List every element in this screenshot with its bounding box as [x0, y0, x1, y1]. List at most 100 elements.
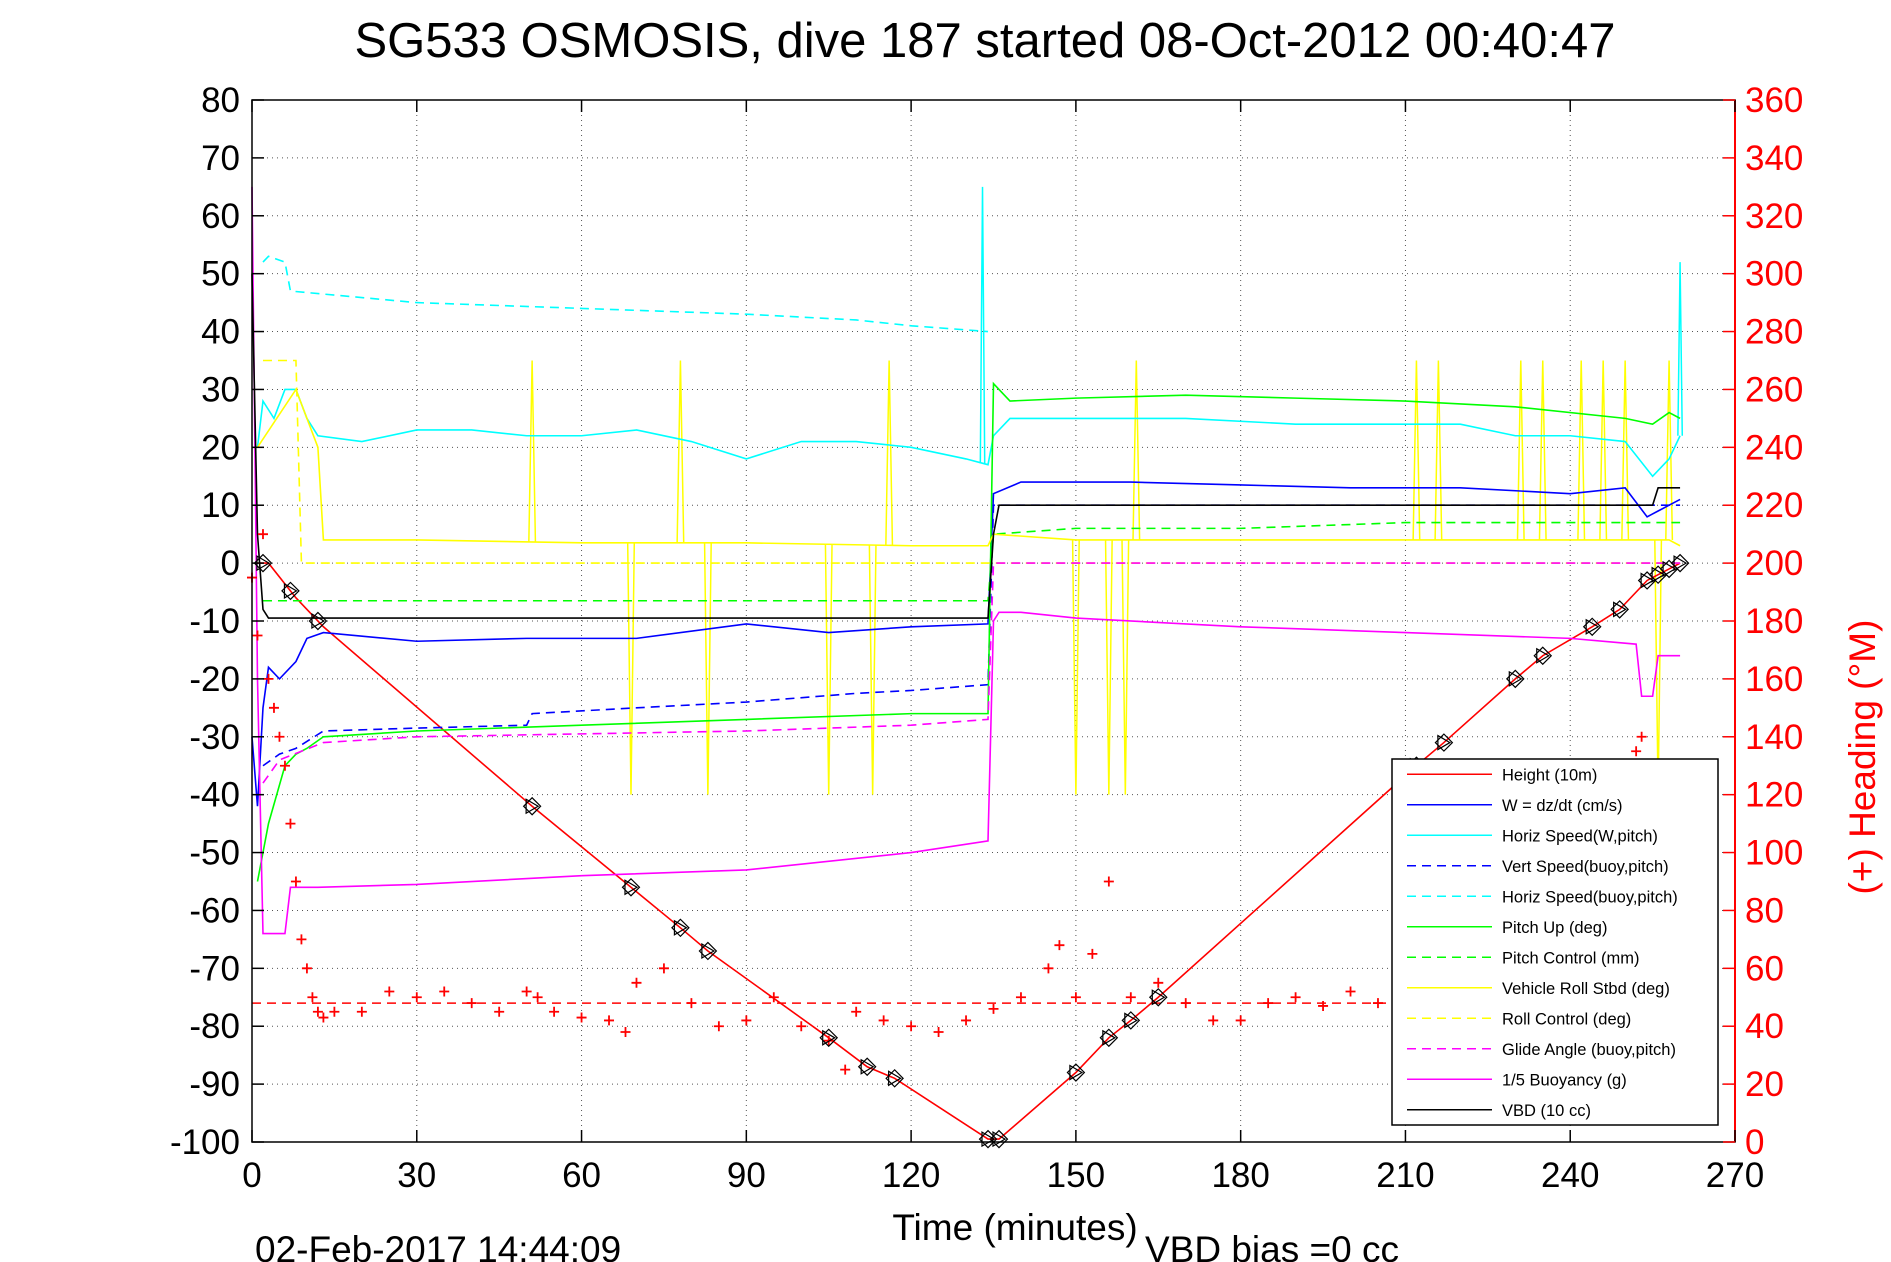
height-marker	[1099, 1028, 1119, 1048]
heading-point	[988, 1003, 999, 1014]
x-tick-label: 180	[1211, 1156, 1269, 1195]
height-marker	[885, 1068, 904, 1088]
height-marker	[989, 1129, 1009, 1149]
height-marker-triangle	[1640, 572, 1655, 589]
heading-point	[604, 1015, 615, 1026]
height-marker-triangle	[1151, 989, 1166, 1006]
y-tick-label: 70	[201, 139, 240, 178]
legend-box	[1391, 758, 1719, 1126]
roll-spike	[824, 544, 833, 795]
roll-spike	[1577, 360, 1586, 540]
legend-label: Horiz Speed(W,pitch)	[1502, 827, 1658, 845]
heading-point	[532, 992, 543, 1003]
heading-point	[494, 1006, 505, 1017]
height-marker-triangle	[888, 1070, 902, 1087]
heading-point	[1180, 998, 1191, 1009]
heading-point	[296, 934, 307, 945]
height-marker	[1670, 553, 1690, 573]
height-marker-triangle	[860, 1058, 875, 1075]
roll-spike	[1132, 360, 1141, 540]
heading-point	[658, 963, 669, 974]
y2-tick-label: 60	[1745, 949, 1784, 988]
legend-label: Roll Control (deg)	[1502, 1010, 1631, 1028]
legend-label: Horiz Speed(buoy,pitch)	[1502, 888, 1678, 906]
roll-spike	[1516, 360, 1525, 540]
heading-point	[274, 731, 285, 742]
legend-label: Height (10m)	[1502, 766, 1597, 784]
heading-point	[290, 876, 301, 887]
y2-tick-label: 200	[1745, 544, 1803, 583]
heading-point	[356, 1006, 367, 1017]
heading-point	[713, 1021, 724, 1032]
heading-point	[768, 992, 779, 1003]
heading-point	[329, 1006, 340, 1017]
y2-tick-label: 260	[1745, 370, 1803, 409]
heading-point	[301, 963, 312, 974]
y2-tick-label: 180	[1745, 602, 1803, 641]
y2-tick-label: 120	[1745, 776, 1803, 815]
heading-point	[285, 818, 296, 829]
heading-point	[318, 1012, 329, 1023]
series-line-6	[262, 521, 1681, 602]
heading-point	[252, 630, 263, 641]
heading-point	[906, 1021, 917, 1032]
legend-label: Pitch Up (deg)	[1502, 919, 1607, 937]
y-tick-label: -20	[189, 660, 240, 699]
y2-tick-label: 20	[1745, 1065, 1784, 1104]
roll-spike	[1621, 360, 1630, 540]
series-line-0	[257, 562, 1681, 1140]
heading-point	[1345, 986, 1356, 997]
x-tick-label: 60	[562, 1156, 601, 1195]
y2-tick-label: 300	[1745, 255, 1803, 294]
height-marker-triangle	[1651, 566, 1666, 583]
heading-point	[1087, 948, 1098, 959]
heading-point	[257, 529, 268, 540]
horiz-speed-spike	[979, 186, 986, 464]
height-marker-triangle	[1662, 560, 1677, 577]
x-tick-label: 120	[882, 1156, 940, 1195]
height-marker-triangle	[673, 919, 688, 936]
x-tick-label: 270	[1706, 1156, 1764, 1195]
heading-point	[1015, 992, 1026, 1003]
y-tick-label: 80	[201, 81, 240, 120]
heading-point	[1372, 998, 1383, 1009]
heading-point	[620, 1027, 631, 1038]
heading-point	[1631, 746, 1642, 757]
height-marker	[1434, 733, 1454, 752]
height-marker	[1610, 600, 1629, 619]
legend-label: Pitch Control (mm)	[1502, 949, 1640, 967]
y-tick-label: -40	[189, 776, 240, 815]
height-marker	[1582, 617, 1602, 637]
series-line-10	[251, 186, 1681, 935]
y-tick-label: -80	[189, 1007, 240, 1046]
y-tick-label: -50	[189, 834, 240, 873]
roll-spike	[1071, 539, 1080, 795]
y2-tick-label: 80	[1745, 891, 1784, 930]
series-line-8	[262, 359, 1681, 564]
x-tick-label: 90	[727, 1156, 766, 1195]
y-tick-label: 50	[201, 255, 240, 294]
roll-spike	[703, 542, 712, 795]
y2-tick-label: 0	[1745, 1123, 1764, 1162]
y2-tick-label: 320	[1745, 197, 1803, 236]
heading-point	[307, 992, 318, 1003]
series-line-11	[251, 273, 1681, 619]
chart-title: SG533 OSMOSIS, dive 187 started 08-Oct-2…	[354, 14, 1615, 68]
roll-spike	[1434, 360, 1443, 540]
heading-point	[878, 1015, 889, 1026]
y2-tick-label: 360	[1745, 81, 1803, 120]
height-marker	[698, 941, 718, 961]
height-marker-triangle	[1102, 1029, 1117, 1046]
y-tick-label: 20	[201, 428, 240, 467]
height-marker-triangle	[822, 1029, 836, 1046]
roll-spike	[1121, 539, 1130, 795]
legend-label: Vert Speed(buoy,pitch)	[1502, 858, 1669, 876]
height-marker	[1148, 987, 1168, 1007]
heading-point	[741, 1015, 752, 1026]
y-tick-label: 40	[201, 313, 240, 352]
series-line-4	[262, 255, 989, 333]
footer-vbd-bias: VBD bias =0 cc	[1145, 1229, 1399, 1262]
height-marker	[1066, 1063, 1086, 1082]
y2-tick-label: 160	[1745, 660, 1803, 699]
